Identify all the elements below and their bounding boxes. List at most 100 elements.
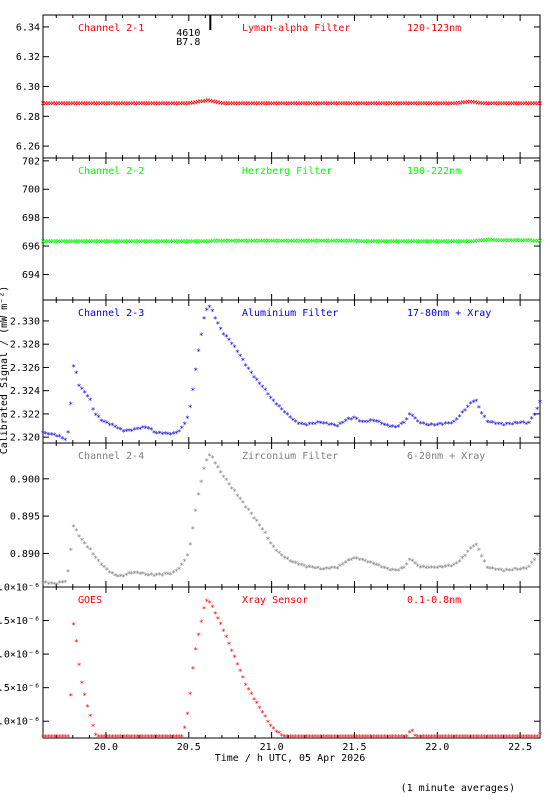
data-point: * (68, 401, 73, 410)
data-point: * (407, 729, 412, 738)
data-point: * (282, 409, 287, 418)
data-point: × (507, 99, 512, 109)
data-point: * (321, 733, 326, 742)
data-point: * (63, 436, 68, 445)
data-point: × (295, 237, 300, 247)
data-point: × (133, 237, 138, 247)
data-point: * (104, 566, 109, 575)
panel-label-filter: Zirconium Filter (242, 451, 338, 462)
data-point: * (107, 421, 112, 430)
data-point: * (77, 382, 82, 391)
data-point: * (182, 725, 187, 734)
data-point: * (296, 562, 301, 571)
data-point: × (300, 99, 305, 109)
data-point: × (405, 99, 410, 109)
data-point: * (463, 407, 468, 416)
data-point: * (315, 419, 320, 428)
data-point: × (437, 237, 442, 247)
data-point: × (63, 237, 68, 247)
data-point: * (399, 420, 404, 429)
data-point: × (53, 237, 58, 247)
data-point: * (343, 733, 348, 742)
data-point: × (220, 236, 225, 246)
panel-frame (42, 157, 541, 301)
panel-label-band: 17-80nm + Xray (407, 308, 491, 319)
data-point: * (452, 733, 457, 742)
data-point: × (460, 237, 465, 247)
data-point: × (530, 236, 535, 246)
data-series: ****************************************… (41, 597, 543, 742)
data-point: × (150, 237, 155, 247)
data-point: * (149, 571, 154, 580)
data-point: * (346, 733, 351, 742)
data-point: * (229, 485, 234, 494)
data-point: * (529, 560, 534, 569)
data-point: * (66, 429, 71, 438)
data-point: * (177, 566, 182, 575)
data-point: * (265, 391, 270, 400)
data-point: * (335, 733, 340, 742)
data-point: * (360, 733, 365, 742)
data-point: * (449, 420, 454, 429)
data-point: × (355, 99, 360, 109)
data-point: * (432, 565, 437, 574)
data-point: × (213, 97, 218, 107)
data-point: * (124, 733, 129, 742)
data-point: * (488, 419, 493, 428)
data-point: * (188, 691, 193, 700)
data-point: * (102, 733, 107, 742)
data-point: * (418, 420, 423, 429)
data-point: * (107, 569, 112, 578)
panel-4: 0.890 0.895 0.900 Channel 2-4 Zirconium Filt… (10, 442, 543, 590)
data-point: * (116, 425, 121, 434)
data-point: * (454, 416, 459, 425)
data-point: * (490, 733, 495, 742)
data-point: * (399, 565, 404, 574)
data-point: * (460, 409, 465, 418)
data-point: × (45, 237, 50, 247)
data-point: × (233, 99, 238, 109)
data-point: * (238, 496, 243, 505)
data-point: * (499, 567, 504, 576)
data-point: * (279, 406, 284, 415)
data-point: * (390, 566, 395, 575)
data-point: × (275, 237, 280, 247)
data-point: × (447, 99, 452, 109)
data-point: × (357, 237, 362, 247)
data-point: * (71, 523, 76, 532)
data-point: × (362, 99, 367, 109)
data-point: × (377, 99, 382, 109)
data-point: * (352, 415, 357, 424)
data-point: * (507, 733, 512, 742)
data-point: * (338, 562, 343, 571)
data-point: * (171, 733, 176, 742)
data-point: * (279, 732, 284, 741)
data-point: * (302, 733, 307, 742)
data-point: × (425, 237, 430, 247)
data-point: * (179, 424, 184, 433)
data-point: * (179, 561, 184, 570)
data-point: × (233, 236, 238, 246)
data-point: × (512, 236, 517, 246)
data-point: * (293, 560, 298, 569)
data-point: × (377, 237, 382, 247)
data-point: * (302, 562, 307, 571)
data-point: * (207, 599, 212, 608)
data-point: * (129, 570, 134, 579)
data-point: × (457, 98, 462, 108)
data-point: * (468, 733, 473, 742)
data-point: * (263, 713, 268, 722)
data-point: × (417, 237, 422, 247)
data-point: * (79, 680, 84, 689)
data-point: × (505, 99, 510, 109)
data-point: × (342, 237, 347, 247)
data-point: * (390, 423, 395, 432)
data-series: ****************************************… (41, 452, 543, 590)
data-point: × (248, 236, 253, 246)
data-point: * (388, 424, 393, 433)
data-point: × (325, 237, 330, 247)
data-point: * (413, 560, 418, 569)
x-axis-tick-labels: 20.0 20.5 21.0 21.5 22.0 22.5 (94, 742, 532, 753)
data-point: * (421, 733, 426, 742)
data-point: * (166, 733, 171, 742)
